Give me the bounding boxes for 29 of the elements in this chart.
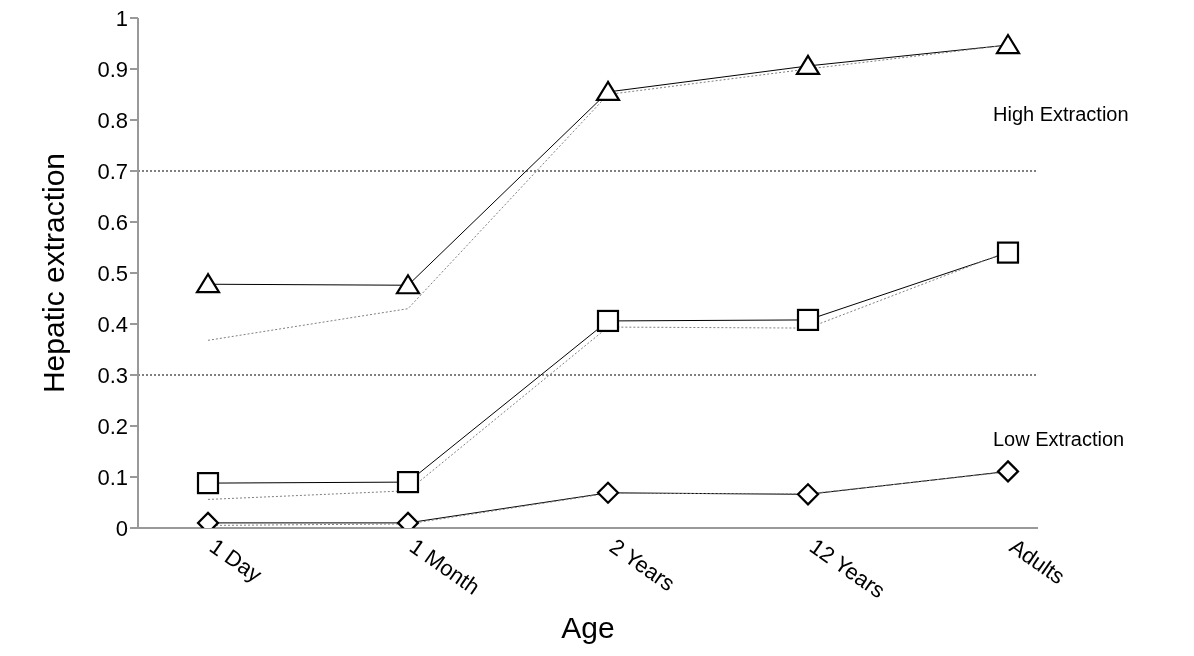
point: [996, 460, 1020, 483]
point: [796, 483, 820, 506]
point: [196, 472, 220, 495]
y-axis-title: Hepatic extraction: [36, 152, 70, 394]
y-tick-label: 0.6: [97, 209, 128, 235]
point: [795, 54, 821, 76]
annotation: High Extraction: [993, 103, 1129, 126]
y-tick-label: 0.7: [97, 158, 128, 184]
point: [596, 481, 620, 504]
y-tick-label: 0.3: [97, 362, 128, 388]
y-tick-label: 0: [115, 515, 128, 541]
point: [796, 308, 820, 332]
y-tick-label: 1: [115, 5, 128, 31]
point: [395, 274, 421, 295]
y-tick-label: 0.8: [97, 107, 128, 133]
y-tick-label: 0.2: [97, 413, 128, 439]
annotation: Low Extraction: [993, 428, 1125, 451]
y-tick-label: 0.5: [97, 260, 128, 286]
point: [595, 80, 621, 102]
x-tick-label: 1 Day: [205, 533, 267, 588]
point: [996, 241, 1020, 264]
point: [596, 309, 620, 333]
y-tick-label: 0.1: [97, 464, 128, 490]
point: [995, 33, 1021, 55]
x-axis-title: Age: [561, 611, 615, 644]
y-tick-label: 0.9: [97, 56, 128, 82]
point: [396, 471, 420, 494]
y-tick-label: 0.4: [97, 311, 128, 337]
point: [195, 273, 221, 294]
